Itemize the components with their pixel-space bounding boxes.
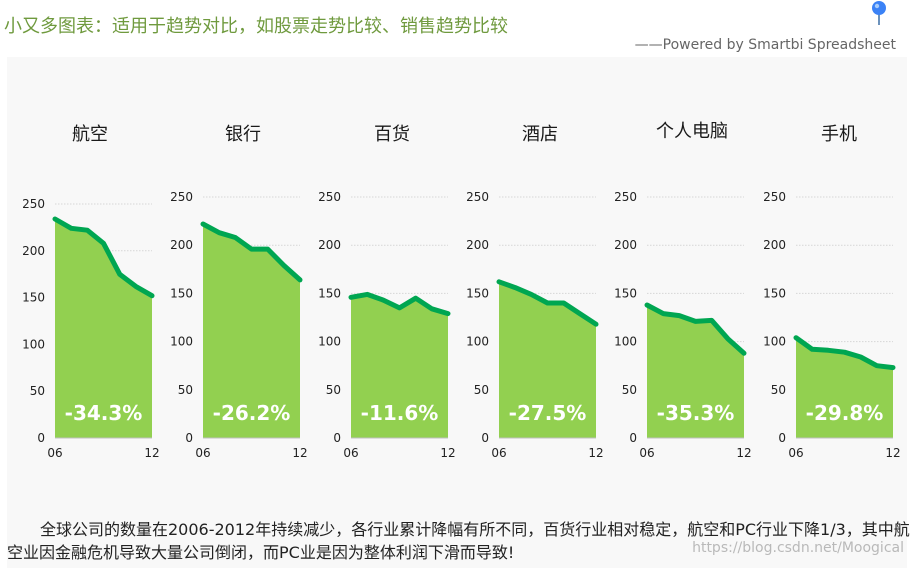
y-tick-label: 100 bbox=[22, 337, 45, 351]
x-tick-label: 06 bbox=[47, 446, 62, 460]
y-tick-label: 0 bbox=[333, 431, 341, 445]
percent-change-label: -26.2% bbox=[213, 401, 291, 425]
chart-4: 个人电脑 0 50 100 150 200 250 06 12 -35.3% bbox=[614, 121, 752, 460]
y-tick-label: 200 bbox=[466, 238, 489, 252]
y-tick-label: 250 bbox=[763, 190, 786, 204]
y-tick-label: 250 bbox=[318, 190, 341, 204]
chart-title: 银行 bbox=[225, 124, 261, 145]
x-tick-label: 12 bbox=[144, 446, 159, 460]
y-tick-label: 100 bbox=[614, 335, 637, 349]
y-tick-label: 0 bbox=[481, 431, 489, 445]
y-tick-label: 50 bbox=[30, 384, 45, 398]
series-line bbox=[496, 279, 599, 327]
y-tick-label: 200 bbox=[763, 238, 786, 252]
chart-1: 银行 0 50 100 150 200 250 06 12 -26.2% bbox=[170, 124, 308, 460]
chart-3: 酒店 0 50 100 150 200 250 06 12 -27.5% bbox=[466, 124, 604, 460]
x-tick-label: 06 bbox=[343, 446, 358, 460]
y-tick-label: 50 bbox=[326, 383, 341, 397]
chart-title: 酒店 bbox=[522, 124, 558, 145]
chart-5: 手机 0 50 100 150 200 250 06 12 -29.8% bbox=[763, 124, 901, 460]
y-tick-label: 50 bbox=[474, 383, 489, 397]
x-tick-label: 06 bbox=[788, 446, 803, 460]
percent-change-label: -27.5% bbox=[509, 401, 587, 425]
y-tick-label: 0 bbox=[629, 431, 637, 445]
series-line bbox=[52, 216, 155, 299]
y-tick-label: 0 bbox=[37, 431, 45, 445]
x-tick-label: 06 bbox=[491, 446, 506, 460]
y-tick-label: 50 bbox=[622, 383, 637, 397]
x-tick-label: 12 bbox=[292, 446, 307, 460]
percent-change-label: -11.6% bbox=[361, 401, 439, 425]
y-tick-label: 200 bbox=[614, 238, 637, 252]
y-tick-label: 200 bbox=[318, 238, 341, 252]
x-tick-label: 12 bbox=[440, 446, 455, 460]
powered-by-caption: ——Powered by Smartbi Spreadsheet bbox=[634, 37, 896, 53]
watermark: https://blog.csdn.net/Moogical bbox=[692, 540, 904, 556]
y-tick-label: 150 bbox=[466, 286, 489, 300]
y-tick-label: 100 bbox=[763, 335, 786, 349]
chart-title: 航空 bbox=[72, 124, 108, 145]
y-tick-label: 150 bbox=[318, 286, 341, 300]
x-tick-label: 06 bbox=[639, 446, 654, 460]
y-tick-label: 150 bbox=[614, 286, 637, 300]
y-tick-label: 200 bbox=[170, 238, 193, 252]
x-tick-label: 12 bbox=[885, 446, 900, 460]
y-tick-label: 250 bbox=[614, 190, 637, 204]
y-tick-label: 100 bbox=[318, 335, 341, 349]
x-tick-label: 06 bbox=[195, 446, 210, 460]
chart-title: 手机 bbox=[821, 124, 857, 145]
percent-change-label: -29.8% bbox=[806, 401, 884, 425]
y-tick-label: 250 bbox=[22, 197, 45, 211]
series-line bbox=[200, 221, 303, 283]
y-tick-label: 250 bbox=[170, 190, 193, 204]
y-tick-label: 0 bbox=[778, 431, 786, 445]
x-tick-label: 12 bbox=[736, 446, 751, 460]
y-tick-label: 150 bbox=[170, 286, 193, 300]
area-fill bbox=[203, 224, 300, 438]
y-tick-label: 50 bbox=[178, 383, 193, 397]
area-fill bbox=[351, 294, 448, 438]
pushpin-icon bbox=[872, 1, 886, 25]
chart-title: 百货 bbox=[374, 124, 410, 145]
y-tick-label: 150 bbox=[763, 286, 786, 300]
series-line bbox=[644, 302, 747, 356]
area-fill bbox=[499, 281, 596, 438]
y-tick-label: 200 bbox=[22, 244, 45, 258]
y-tick-label: 250 bbox=[466, 190, 489, 204]
percent-change-label: -34.3% bbox=[65, 401, 143, 425]
y-tick-label: 50 bbox=[771, 383, 786, 397]
chart-0: 航空 0 50 100 150 200 250 06 12 -34.3% bbox=[22, 124, 160, 460]
small-multiples-chart: 航空 0 50 100 150 200 250 06 12 -34.3% 银行 0 50 100 150 20… bbox=[22, 121, 901, 460]
series-line bbox=[348, 291, 451, 317]
series-line bbox=[793, 335, 896, 371]
page-title: 小又多图表：适用于趋势对比，如股票走势比较、销售趋势比较 bbox=[4, 16, 508, 37]
area-fill bbox=[647, 305, 744, 438]
y-tick-label: 0 bbox=[185, 431, 193, 445]
y-tick-label: 150 bbox=[22, 291, 45, 305]
y-tick-label: 100 bbox=[466, 335, 489, 349]
area-fill bbox=[55, 219, 152, 438]
x-tick-label: 12 bbox=[588, 446, 603, 460]
y-tick-label: 100 bbox=[170, 335, 193, 349]
chart-2: 百货 0 50 100 150 200 250 06 12 -11.6% bbox=[318, 124, 456, 460]
chart-title: 个人电脑 bbox=[656, 121, 728, 142]
summary-text: 全球公司的数量在2006-2012年持续减少，各行业累计降幅有所不同，百货行业相… bbox=[7, 520, 910, 562]
percent-change-label: -35.3% bbox=[657, 401, 735, 425]
chart-panel bbox=[7, 57, 907, 568]
